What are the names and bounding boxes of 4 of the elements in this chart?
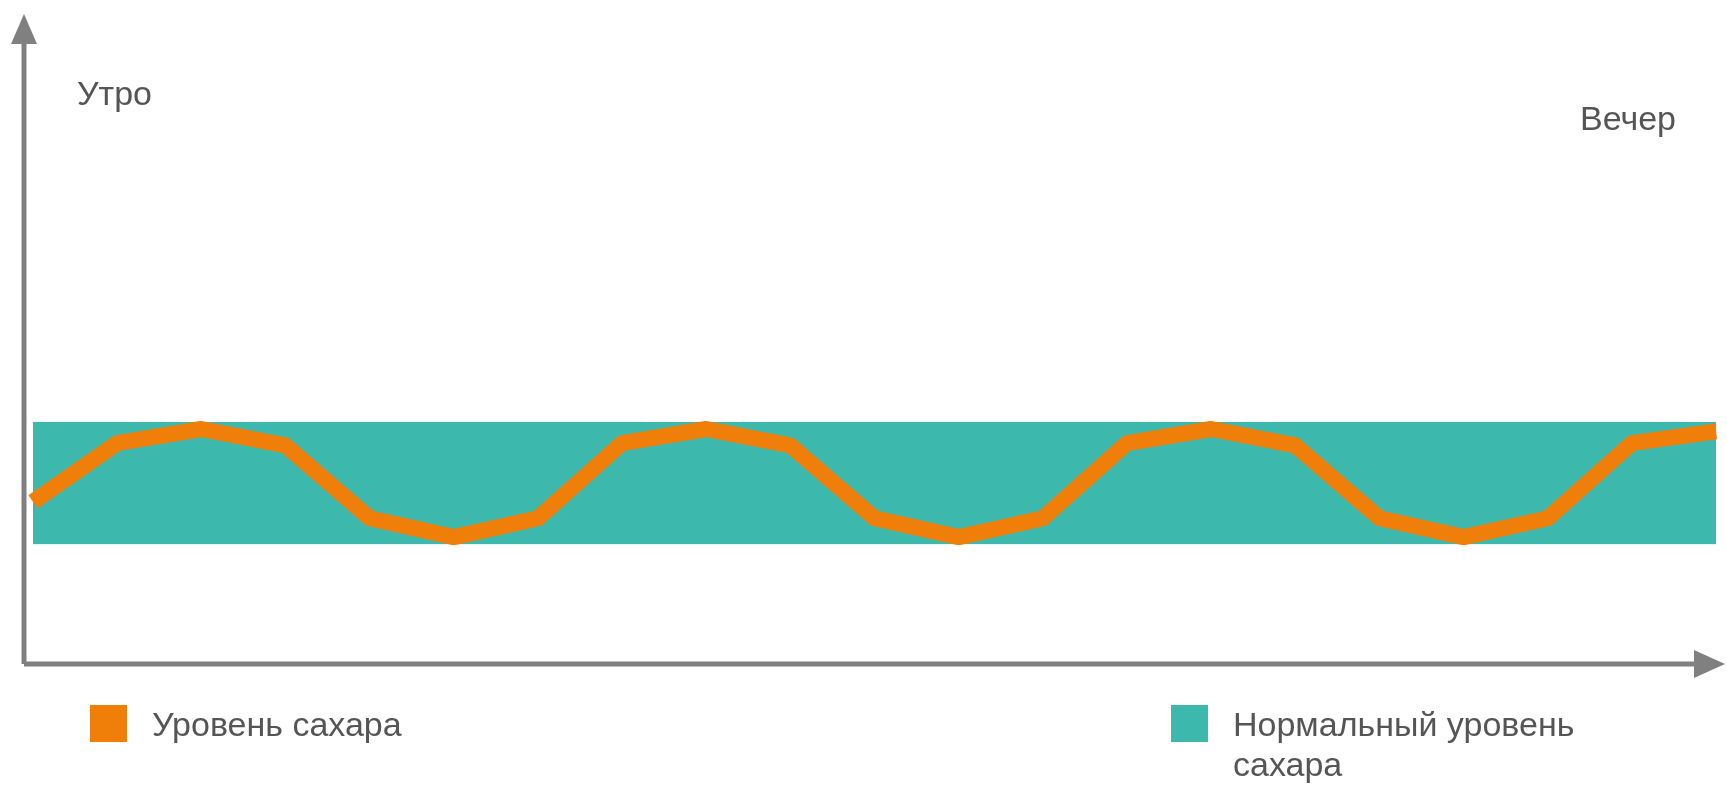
text: Вечер	[1580, 99, 1676, 137]
legend-label: Уровень сахара	[152, 705, 402, 743]
text: Утро	[77, 74, 152, 112]
legend-label: Нормальный уровень сахара	[1233, 705, 1575, 783]
